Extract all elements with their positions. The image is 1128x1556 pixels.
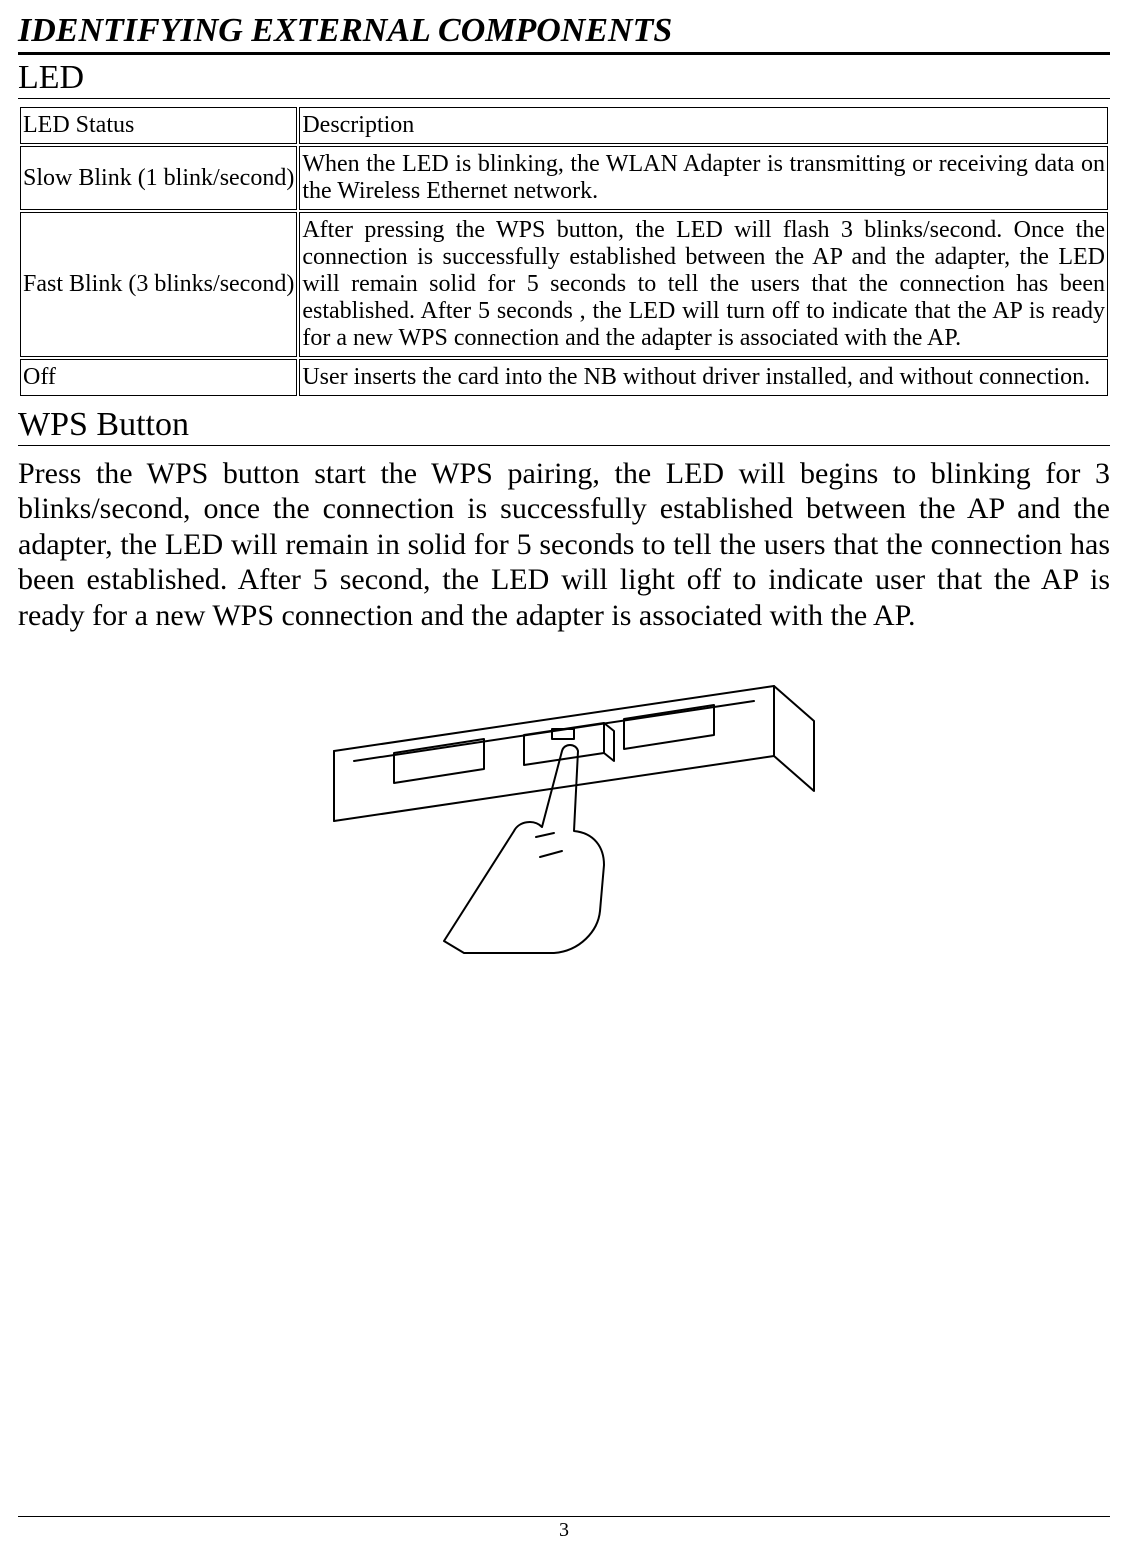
table-header-row: LED Status Description: [20, 107, 1108, 144]
table-row: Fast Blink (3 blinks/second) After press…: [20, 212, 1108, 357]
led-heading: LED: [18, 59, 1110, 99]
led-status-table: LED Status Description Slow Blink (1 bli…: [18, 105, 1110, 398]
wps-heading: WPS Button: [18, 406, 1110, 446]
cell-status: Off: [20, 359, 297, 396]
header-description: Description: [299, 107, 1108, 144]
wps-button-diagram: [304, 651, 824, 961]
table-row: Slow Blink (1 blink/second) When the LED…: [20, 146, 1108, 210]
header-status: LED Status: [20, 107, 297, 144]
cell-status: Slow Blink (1 blink/second): [20, 146, 297, 210]
table-row: Off User inserts the card into the NB wi…: [20, 359, 1108, 396]
page-number: 3: [559, 1519, 569, 1541]
page-title: IDENTIFYING EXTERNAL COMPONENTS: [18, 12, 1110, 55]
cell-description: After pressing the WPS button, the LED w…: [299, 212, 1108, 357]
cell-description: When the LED is blinking, the WLAN Adapt…: [299, 146, 1108, 210]
page-footer: 3: [18, 1516, 1110, 1542]
wps-body-text: Press the WPS button start the WPS pairi…: [18, 456, 1110, 633]
cell-description: User inserts the card into the NB withou…: [299, 359, 1108, 396]
cell-status: Fast Blink (3 blinks/second): [20, 212, 297, 357]
